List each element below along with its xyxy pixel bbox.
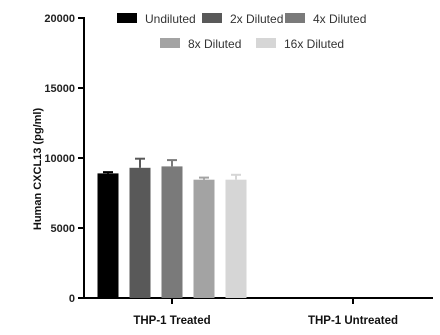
y-tick-label: 10000	[44, 153, 75, 165]
legend-label: 2x Diluted	[230, 12, 283, 26]
legend-swatch	[117, 13, 137, 23]
legend-label: 16x Diluted	[284, 37, 344, 51]
legend-label: 8x Diluted	[188, 37, 241, 51]
legend-swatch	[256, 38, 276, 48]
x-axis: THP-1 Treated THP-1 Untreated	[83, 297, 433, 327]
bar	[97, 173, 119, 298]
bars	[97, 157, 247, 298]
legend-swatch	[202, 13, 222, 23]
bar	[129, 167, 151, 298]
x-tick-label: THP-1 Treated	[133, 315, 210, 327]
bar	[225, 179, 247, 298]
y-axis-title: Human CXCL13 (pg/ml)	[32, 108, 44, 231]
legend-swatch	[285, 13, 305, 23]
y-tick-label: 15000	[44, 83, 75, 95]
y-tick-label: 0	[69, 293, 75, 305]
legend-swatch	[160, 38, 180, 48]
y-tick-label: 20000	[44, 13, 75, 25]
bar	[193, 179, 215, 298]
legend-label: 4x Diluted	[313, 12, 366, 26]
y-axis: 0 5000 10000 15000 20000	[44, 13, 85, 305]
y-tick-label: 5000	[51, 223, 75, 235]
legend-label: Undiluted	[145, 12, 196, 26]
bar	[161, 166, 183, 298]
legend: Undiluted 2x Diluted 4x Diluted 8x Diluted 1…	[117, 12, 366, 51]
x-tick-label: THP-1 Untreated	[308, 315, 398, 327]
